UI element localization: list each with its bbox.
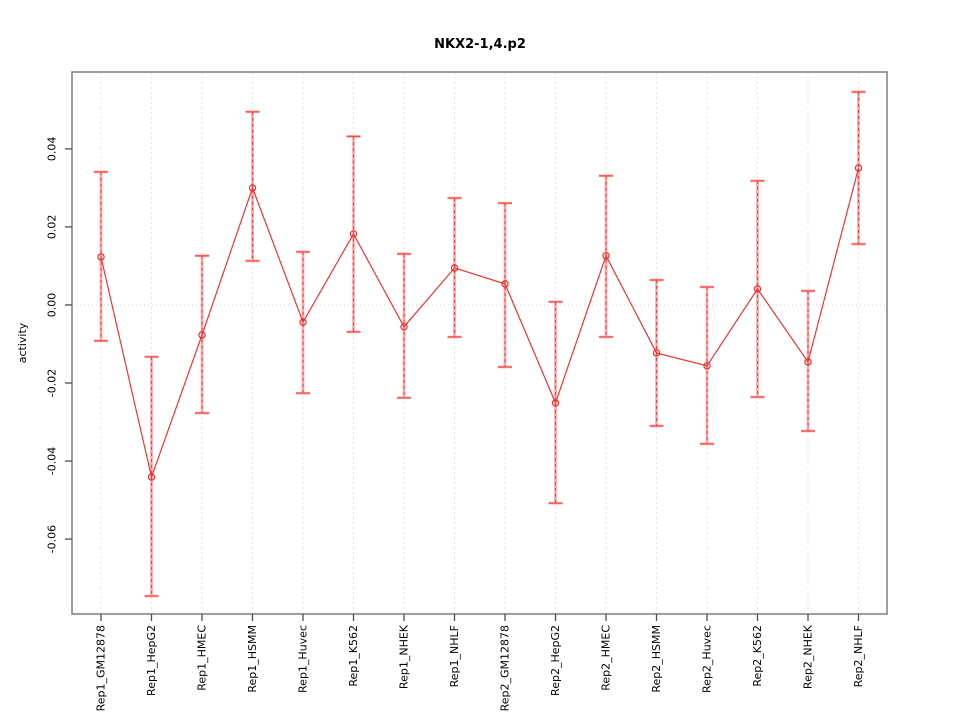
data-point: [299, 318, 307, 326]
x-tick-label: Rep2_HMEC: [600, 625, 613, 691]
series-line-layer: [100, 167, 860, 480]
data-point: [551, 399, 560, 407]
data-point: [349, 230, 358, 238]
data-point: [501, 280, 509, 288]
x-tick-label: Rep1_NHEK: [398, 624, 411, 689]
x-tick-label: Rep1_GM12878: [95, 625, 108, 711]
data-point: [602, 252, 610, 260]
x-tick-label: Rep2_NHEK: [802, 624, 815, 689]
y-tick-label: -0.04: [46, 447, 59, 475]
data-point: [400, 323, 408, 331]
data-points-layer: [97, 164, 863, 481]
x-tick-labels-layer: Rep1_GM12878 Rep1_HepG2 Rep1_HMEC Rep1_HSMM…: [95, 624, 866, 711]
x-tick-label: Rep1_HepG2: [145, 625, 158, 696]
x-tick-label: Rep2_GM12878: [499, 625, 512, 711]
data-point: [804, 358, 812, 366]
error-bars-layer: [94, 90, 866, 598]
data-point: [450, 264, 459, 272]
plot-box-layer: [71, 71, 888, 615]
series-line: [100, 167, 860, 480]
y-tick-label: 0.00: [46, 293, 59, 318]
y-tick-label: 0.02: [46, 215, 59, 240]
data-point: [147, 473, 156, 481]
y-tick-label: -0.06: [46, 525, 59, 553]
x-tick-label: Rep1_HMEC: [196, 625, 209, 691]
data-point: [854, 164, 863, 172]
x-tick-label: Rep1_Huvec: [297, 625, 310, 693]
data-point: [703, 362, 711, 370]
axis-ticks-layer: [65, 148, 860, 621]
y-tick-labels-layer: 0.04 0.02 0.00 -0.02 -0.04 -0.06: [46, 137, 59, 554]
x-tick-label: Rep2_HSMM: [650, 625, 663, 693]
y-axis-label: activity: [16, 322, 29, 363]
x-tick-label: Rep1_NHLF: [448, 625, 461, 687]
y-tick-label: -0.02: [46, 369, 59, 397]
x-tick-label: Rep2_K562: [751, 625, 764, 687]
x-tick-label: Rep2_Huvec: [701, 625, 714, 693]
chart-title: NKX2-1,4.p2: [434, 37, 526, 52]
x-tick-label: Rep2_NHLF: [852, 625, 865, 687]
x-tick-label: Rep1_HSMM: [246, 625, 259, 693]
y-tick-label: 0.04: [46, 137, 59, 162]
gridlines-layer: [100, 72, 859, 614]
x-tick-label: Rep1_K562: [347, 625, 360, 687]
data-point: [652, 349, 661, 357]
plot-border: [71, 71, 888, 615]
data-point: [753, 285, 762, 293]
x-tick-label: Rep2_HepG2: [549, 625, 562, 696]
data-point: [248, 184, 257, 192]
data-point: [97, 253, 105, 261]
data-point: [198, 331, 206, 339]
